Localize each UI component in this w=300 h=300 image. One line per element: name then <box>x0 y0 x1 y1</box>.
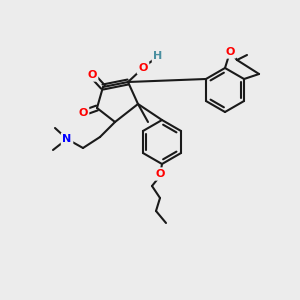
Text: O: O <box>225 47 235 57</box>
Text: N: N <box>62 134 72 144</box>
Text: O: O <box>138 63 148 73</box>
Text: O: O <box>78 108 88 118</box>
Text: O: O <box>155 169 165 179</box>
Text: O: O <box>87 70 97 80</box>
Text: H: H <box>153 51 163 61</box>
